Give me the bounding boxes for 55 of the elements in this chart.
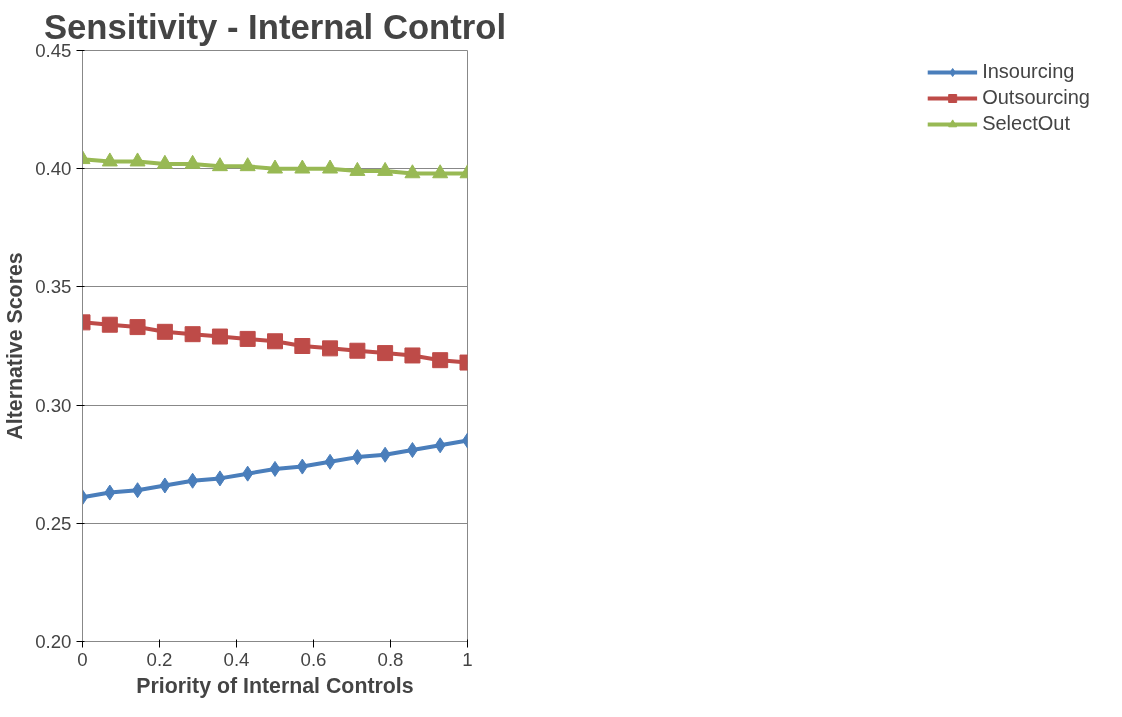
point [184,154,201,169]
point [432,164,449,179]
point [432,352,449,369]
point [242,465,254,482]
point [129,319,146,336]
point [296,458,308,475]
point [379,446,391,463]
legend-label: Insourcing [982,60,1075,83]
point [269,460,281,477]
legend-label: SelectOut [982,112,1070,135]
legend-label: Outsourcing [982,86,1090,109]
point [434,437,446,454]
y-tick-label: 0.40 [35,158,72,180]
point [267,333,283,350]
point [211,157,228,172]
x-tick-label: 0.2 [146,648,173,670]
point [239,330,256,347]
point [322,340,339,357]
point [239,157,256,172]
point [156,154,173,169]
x-axis-title: Priority of Internal Controls [136,673,414,698]
y-axis-title: Alternative Scores [3,252,28,440]
point [349,342,366,359]
x-tick-label: 1 [462,648,473,670]
point [294,159,311,174]
point [267,159,283,174]
point [132,482,144,499]
point [101,152,118,167]
point [324,453,336,470]
point [184,326,201,343]
point [214,470,226,487]
point [159,477,171,494]
point [377,345,394,362]
x-tick-label: 0.6 [300,648,327,670]
y-tick-label: 0.30 [35,394,72,416]
point [404,164,421,179]
x-tick-label: 0 [77,648,88,670]
y-tick-label: 0.35 [35,276,72,298]
point [187,472,199,489]
x-tick-label: 0.4 [223,648,250,670]
point [156,323,173,340]
point [294,338,311,354]
point [349,161,366,176]
point [129,152,146,167]
y-tick-label: 0.20 [35,631,72,652]
x-tick-label: 0.8 [377,648,404,670]
point [101,316,118,333]
y-tick-label: 0.25 [35,512,72,534]
point [404,347,421,364]
point [351,449,363,466]
point [104,484,116,501]
point [406,442,418,459]
point [377,161,394,176]
point [322,159,339,174]
point [211,328,228,345]
